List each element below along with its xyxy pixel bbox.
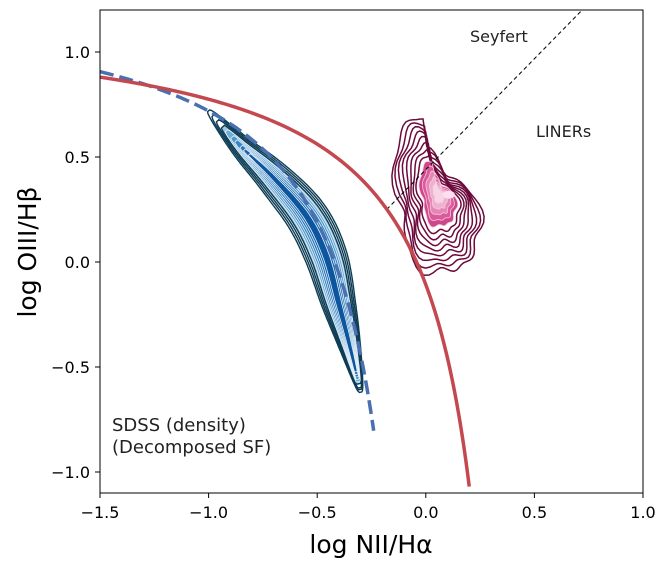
sf-contour-level [211,113,363,391]
x-tick-label: −1.0 [189,503,228,522]
agn-contour-level [415,154,462,235]
agn-contour-level [405,135,470,252]
x-tick-label: −0.5 [298,503,337,522]
agn-contour-level [397,125,478,262]
seyfert-label: Seyfert [470,27,528,46]
seyfert-liner-division-line [386,10,583,210]
y-axis-title: log OIII/Hβ [13,186,42,317]
agn-contour-level [394,122,482,269]
agn-density-contours [391,118,485,276]
sf-contour-level [206,109,364,394]
sf-contour-level [215,118,363,389]
x-tick-label: 0.5 [522,503,547,522]
kewley-solid-curve [100,75,471,487]
legend-line-1: SDSS (density) [112,415,246,436]
plot-area [100,10,583,487]
legend-line-2: (Decomposed SF) [112,437,271,458]
y-tick-label: −0.5 [51,358,90,377]
x-axis: −1.5 −1.0 −0.5 0.0 0.5 1.0 [81,493,656,522]
sf-contour-level [242,148,359,376]
agn-contour-level [432,181,445,204]
sf-density-contours [206,109,364,394]
agn-contour-level [401,130,474,257]
y-tick-label: 0.5 [65,148,90,167]
x-axis-title: log NII/Hα [309,530,432,559]
sf-contour-level [239,144,359,378]
x-tick-label: 1.0 [630,503,655,522]
y-axis: −1.0 −0.5 0.0 0.5 1.0 [51,43,100,482]
sf-contour-level [247,153,358,373]
x-tick-label: −1.5 [81,503,120,522]
y-tick-label: −1.0 [51,463,90,482]
y-tick-label: 0.0 [65,253,90,272]
agn-density-peak [442,190,455,199]
agn-contour-level [391,118,485,276]
liners-label: LINERs [536,122,591,141]
plot-frame [99,9,644,494]
x-tick-label: 0.0 [413,503,438,522]
y-tick-label: 1.0 [65,43,90,62]
